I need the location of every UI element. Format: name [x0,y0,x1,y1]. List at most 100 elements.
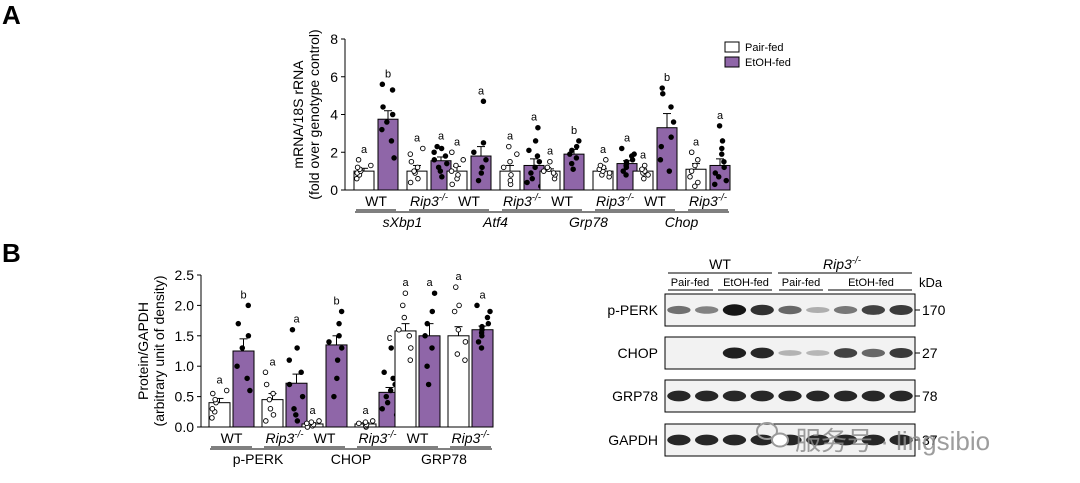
data-point [369,418,376,424]
data-point [454,351,461,357]
data-point [435,164,442,171]
data-point [603,157,609,163]
data-point [381,369,387,376]
genotype-label-wt: WT [551,193,573,209]
data-point [234,363,240,369]
data-point [383,393,390,400]
data-point [480,98,487,105]
data-point [619,145,625,152]
genotype-label-wt: WT [221,430,243,446]
data-point [695,179,701,186]
data-point [453,284,459,290]
y-axis-label: Protein/GAPDH(arbitrary unit of density) [135,276,167,427]
data-point [308,419,315,425]
data-point [534,153,541,159]
data-point [507,158,513,165]
data-point [408,158,415,165]
y-tick-label: 8 [330,31,338,47]
blot-band [833,390,858,402]
data-point [524,179,530,186]
data-point [291,406,297,412]
data-point [484,314,491,321]
data-point [641,175,647,182]
data-point [478,345,485,351]
data-point [444,160,450,167]
blot-band [750,434,774,446]
data-point [606,170,613,176]
data-point [532,164,538,171]
data-point [293,412,299,418]
bar [447,335,470,428]
data-point [451,308,458,315]
blot-band [695,390,719,402]
data-point [334,375,340,382]
blot-band [806,390,830,402]
bar [471,329,494,428]
data-point [388,138,395,144]
blot-kda-value: 37 [922,432,938,448]
blot-band [695,434,719,446]
data-point [526,147,532,154]
data-point [570,166,576,172]
genotype-label-wt: WT [314,430,336,446]
data-point [719,145,725,152]
blot-band [833,348,858,358]
blot-band [778,390,802,402]
blot-band [722,390,747,402]
data-point [449,181,455,188]
data-point [326,339,332,345]
data-point [334,357,341,363]
data-point [569,147,575,154]
y-axis-label: mRNA/18S rRNA(fold over genotype control… [290,29,322,199]
data-point [380,104,386,110]
watermark: 服务号 · lingsibio [756,422,990,456]
genotype-label-rip3: Rip3-/- [358,430,397,446]
significance-letter: a [479,289,486,301]
data-point [407,151,414,157]
data-point [657,157,664,163]
data-point [289,326,296,333]
significance-letter: a [455,271,462,283]
data-point [411,168,417,174]
y-tick-label: 4 [330,107,338,123]
data-point [670,119,677,125]
blot-band [667,434,691,446]
data-point [453,162,459,169]
bar [394,330,417,428]
data-point [438,145,445,152]
significance-letter: a [717,110,724,122]
data-point [338,308,345,315]
significance-letter: b [664,72,670,84]
data-point [355,157,362,163]
data-point [402,290,409,296]
data-point [547,158,553,165]
watermark-text: 服务号 · lingsibio [795,426,990,456]
bar [325,344,348,428]
significance-letter: a [216,375,223,387]
genotype-label-rip3: Rip3-/- [451,430,490,446]
data-point [331,393,337,400]
significance-letter: a [438,131,445,143]
data-point [687,174,693,180]
data-point [712,170,719,176]
data-point [528,170,534,176]
data-point [462,339,469,345]
significance-letter: c [387,332,393,344]
blot-band [722,304,747,316]
significance-letter: a [478,85,485,97]
data-point [434,143,440,150]
data-point [425,381,432,388]
significance-letter: a [507,131,514,143]
western-blot: WT Rip3-/-Pair-fed EtOH-fed Pair-fed EtOH-fe… [607,256,946,457]
data-point [471,149,477,155]
significance-letter: a [547,146,554,158]
data-point [721,158,727,165]
significance-letter: a [269,356,276,368]
data-point [401,314,408,321]
blot-band [695,306,719,314]
data-point [407,179,414,186]
group-label: Grp78 [569,214,608,230]
data-point [336,333,342,339]
genotype-label-wt: WT [365,193,387,209]
genotype-label-rip3: Rip3-/- [689,193,728,209]
